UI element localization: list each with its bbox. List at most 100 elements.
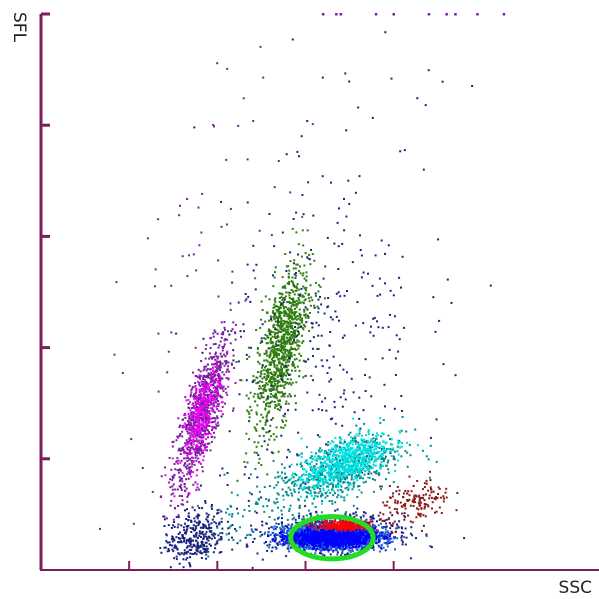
data-point xyxy=(245,432,248,435)
data-point xyxy=(269,395,272,398)
data-point xyxy=(210,398,213,401)
data-point xyxy=(196,550,199,553)
data-point xyxy=(260,496,263,499)
data-point xyxy=(232,359,235,362)
data-point xyxy=(386,542,389,545)
data-point xyxy=(349,551,352,553)
data-point xyxy=(208,390,211,393)
data-point xyxy=(284,381,287,383)
data-point xyxy=(191,506,194,509)
data-point xyxy=(291,38,294,41)
data-point xyxy=(205,518,208,521)
data-point xyxy=(229,302,232,305)
data-point xyxy=(185,518,188,520)
data-point xyxy=(397,350,400,353)
data-point xyxy=(303,547,305,550)
data-point xyxy=(199,442,202,445)
data-point xyxy=(210,537,213,540)
data-point xyxy=(204,443,207,446)
data-point xyxy=(197,547,200,550)
data-point xyxy=(178,449,181,451)
data-point xyxy=(364,533,367,536)
data-point xyxy=(263,388,266,391)
data-point xyxy=(196,405,199,408)
data-point xyxy=(264,421,267,424)
data-point xyxy=(195,515,198,518)
data-point xyxy=(293,354,296,356)
data-point xyxy=(379,293,382,296)
data-point xyxy=(285,369,288,371)
data-point xyxy=(180,483,183,486)
data-point xyxy=(203,398,206,401)
data-point xyxy=(279,362,282,365)
data-point xyxy=(173,544,176,547)
data-point xyxy=(290,301,293,304)
data-point xyxy=(181,426,184,429)
data-point xyxy=(379,540,381,543)
data-point xyxy=(359,234,361,237)
data-point xyxy=(283,351,286,354)
data-point xyxy=(381,527,384,529)
data-point xyxy=(190,442,193,444)
data-point xyxy=(317,347,320,350)
data-point xyxy=(276,348,279,350)
data-point xyxy=(202,538,205,540)
data-point xyxy=(193,416,196,419)
data-point xyxy=(221,405,224,408)
data-point xyxy=(283,395,286,398)
data-point xyxy=(195,410,198,412)
data-point xyxy=(191,462,194,465)
data-point xyxy=(314,549,317,552)
data-point xyxy=(320,359,323,362)
data-point xyxy=(284,333,287,336)
data-point xyxy=(326,236,329,239)
data-point xyxy=(266,312,269,315)
data-point xyxy=(185,546,188,549)
data-point xyxy=(175,460,178,463)
data-point xyxy=(198,390,201,393)
data-point xyxy=(197,380,199,383)
data-point xyxy=(205,531,208,534)
data-point xyxy=(293,311,296,314)
data-point xyxy=(200,388,203,391)
data-point xyxy=(268,543,271,546)
data-point xyxy=(193,520,196,523)
data-point xyxy=(219,377,222,380)
data-point xyxy=(223,373,226,376)
data-point xyxy=(277,370,280,373)
data-point xyxy=(258,457,261,460)
data-point xyxy=(217,346,220,349)
data-point xyxy=(267,405,270,408)
data-point xyxy=(267,531,270,533)
data-point xyxy=(323,297,326,300)
data-point xyxy=(272,356,275,359)
data-point xyxy=(295,306,298,309)
data-point xyxy=(302,213,305,216)
data-point xyxy=(223,345,226,348)
data-point xyxy=(285,332,288,335)
data-point xyxy=(315,281,317,284)
data-point xyxy=(292,311,295,314)
data-point xyxy=(205,390,208,393)
data-point xyxy=(266,368,269,371)
data-point xyxy=(198,433,201,436)
series-3 xyxy=(159,31,492,569)
data-point xyxy=(190,521,193,523)
data-point xyxy=(305,313,307,316)
data-point xyxy=(195,527,198,530)
data-point xyxy=(196,395,198,398)
data-point xyxy=(225,338,228,341)
data-point xyxy=(194,375,197,378)
data-point xyxy=(224,355,227,358)
data-point xyxy=(275,355,278,358)
data-point xyxy=(287,544,290,547)
data-point xyxy=(208,400,211,402)
data-point xyxy=(328,548,331,551)
data-point xyxy=(211,395,214,398)
data-point xyxy=(194,418,197,421)
data-point xyxy=(198,428,201,430)
data-point xyxy=(189,563,191,566)
data-point xyxy=(184,509,186,512)
data-point xyxy=(177,514,180,517)
data-point xyxy=(295,311,298,314)
